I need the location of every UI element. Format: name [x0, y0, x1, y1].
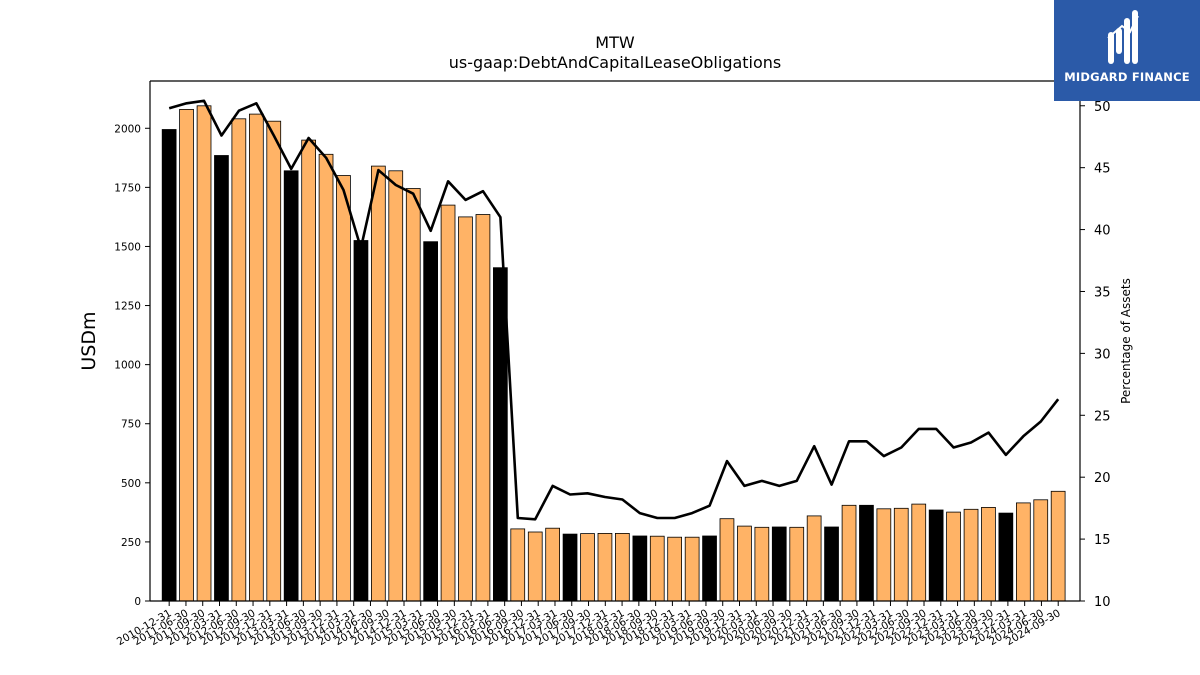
bar	[702, 535, 717, 602]
y-tick-label: 1250	[114, 301, 141, 313]
y2-tick-label: 30	[1094, 347, 1111, 362]
bar	[440, 204, 456, 602]
bar	[824, 526, 839, 602]
bar	[615, 533, 630, 602]
bar	[911, 503, 927, 602]
line-group	[168, 99, 1060, 521]
bar	[719, 518, 735, 602]
y-axis-label: USDm	[78, 311, 100, 370]
bar	[859, 504, 874, 602]
bar	[510, 528, 526, 602]
bar	[388, 170, 404, 602]
y2-axis-label: Percentage of Assets	[1119, 278, 1133, 404]
bar	[893, 507, 909, 602]
bar	[266, 120, 282, 602]
bar	[196, 105, 212, 602]
bar	[545, 527, 561, 602]
bar	[667, 536, 683, 602]
bar	[876, 508, 892, 602]
y2-tick-label: 10	[1094, 595, 1111, 610]
bar	[353, 240, 369, 602]
bar	[928, 509, 944, 602]
y2-tick-label: 35	[1094, 285, 1111, 300]
y2-tick-label: 50	[1094, 100, 1111, 115]
axes-group: 0 250 500 750 1000 1250 1500 1750 2000 10 15 20 25 30…	[114, 80, 1111, 648]
bar	[1050, 490, 1066, 602]
bar	[248, 113, 264, 602]
bar	[423, 241, 439, 602]
bar	[475, 214, 491, 602]
bar	[946, 511, 961, 602]
y2-tick-label: 15	[1094, 533, 1111, 548]
bar	[771, 526, 787, 602]
y2-tick-label: 45	[1094, 162, 1111, 177]
y2-tick-label: 40	[1094, 224, 1111, 239]
bar	[841, 504, 857, 602]
bar	[580, 533, 595, 602]
bar	[649, 535, 665, 602]
bar	[737, 525, 752, 602]
y-tick-label: 1750	[114, 182, 141, 194]
y-tick-label: 1500	[114, 241, 141, 253]
bar	[1033, 499, 1049, 602]
y-tick-label: 750	[121, 419, 141, 431]
y-tick-label: 500	[121, 478, 141, 490]
y2-tick-label: 25	[1094, 409, 1111, 424]
bar	[179, 109, 194, 602]
brand-logo: MIDGARD FINANCE	[1054, 0, 1200, 101]
bar	[562, 533, 578, 602]
bar	[301, 139, 317, 602]
y-tick-label: 1000	[114, 360, 141, 372]
bar	[283, 170, 299, 602]
bar	[684, 536, 700, 602]
bar	[789, 526, 805, 602]
y-tick-label: 250	[121, 537, 141, 549]
bar	[981, 506, 996, 602]
percentage-line	[168, 99, 1060, 521]
chart-title: MTW	[595, 33, 635, 52]
bar	[1016, 502, 1031, 602]
bars-group	[161, 105, 1066, 602]
brand-name: MIDGARD FINANCE	[1064, 70, 1190, 84]
y-tick-label: 0	[134, 596, 141, 608]
midgard-logo-icon	[1107, 10, 1139, 64]
bar	[370, 165, 386, 602]
y2-tick-label: 20	[1094, 471, 1111, 486]
bar	[754, 526, 770, 602]
bar	[318, 153, 334, 602]
bar	[998, 512, 1014, 602]
bar	[963, 508, 979, 602]
bar	[597, 533, 613, 602]
bar	[527, 531, 543, 602]
bar	[806, 515, 822, 602]
bar	[632, 535, 648, 602]
y-tick-label: 2000	[114, 123, 141, 135]
chart-subtitle: us-gaap:DebtAndCapitalLeaseObligations	[449, 53, 782, 72]
bar	[336, 175, 351, 602]
bar	[161, 129, 177, 602]
bar	[458, 216, 473, 602]
bar	[231, 118, 247, 602]
bar	[405, 188, 421, 602]
bar	[214, 155, 229, 602]
